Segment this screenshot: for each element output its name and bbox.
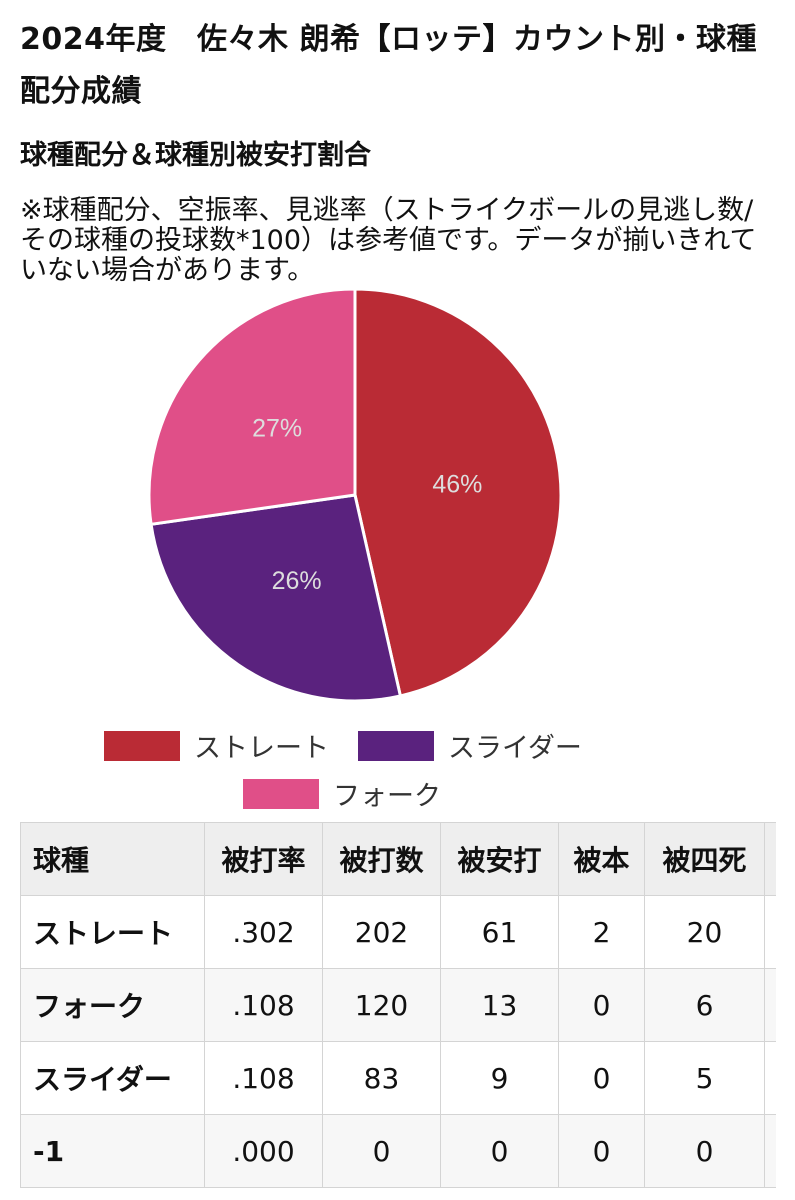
table-cell: 5 <box>644 1041 765 1115</box>
table-cell-overflow <box>764 1114 776 1188</box>
pie-slice-label-2: 27% <box>252 415 302 443</box>
table-cell: 0 <box>558 1114 645 1188</box>
table-cell: .000 <box>204 1114 323 1188</box>
table-cell: 0 <box>558 1041 645 1115</box>
table-cell: -1 <box>20 1114 205 1188</box>
table-row: -1 .000 0 0 0 0 <box>20 1114 776 1188</box>
column-header: 被打数 <box>322 822 441 896</box>
table-cell-overflow <box>764 968 776 1042</box>
legend-swatch <box>358 730 434 761</box>
table-cell: 0 <box>322 1114 441 1188</box>
table-row: スライダー .108 83 9 0 5 <box>20 1041 776 1115</box>
pie-chart: 46% 26% 27% <box>147 287 563 703</box>
column-header: 被打率 <box>204 822 323 896</box>
table-cell: 2 <box>558 895 645 969</box>
table-cell-overflow <box>764 895 776 969</box>
column-header-overflow <box>764 822 776 896</box>
legend-label: スライダー <box>448 733 582 764</box>
column-header: 被安打 <box>440 822 559 896</box>
page-title: 2024年度 佐々木 朗希【ロッテ】カウント別・球種配分成績 <box>20 22 757 109</box>
table-header-row: 球種 被打率 被打数 被安打 被本 被四死 <box>20 822 776 896</box>
legend-item-slider[interactable]: スライダー <box>358 726 582 765</box>
stats-table: 球種 被打率 被打数 被安打 被本 被四死 ストレート .302 202 61 … <box>20 822 776 1188</box>
pie-slice-label-1: 26% <box>272 567 322 595</box>
table-cell: .108 <box>204 1041 323 1115</box>
column-header: 被四死 <box>644 822 765 896</box>
legend-item-fork[interactable]: フォーク <box>243 774 441 813</box>
table-cell: 13 <box>440 968 559 1042</box>
table-cell: 6 <box>644 968 765 1042</box>
legend-swatch <box>104 730 180 761</box>
stats-table-wrapper[interactable]: 球種 被打率 被打数 被安打 被本 被四死 ストレート .302 202 61 … <box>20 822 776 1200</box>
column-header: 球種 <box>20 822 205 896</box>
legend-swatch <box>243 778 319 809</box>
legend-label: フォーク <box>333 781 441 812</box>
table-cell: 120 <box>322 968 441 1042</box>
chart-legend: ストレート スライダー フォーク <box>0 720 795 813</box>
table-cell: .108 <box>204 968 323 1042</box>
section-title: 球種配分＆球種別被安打割合 <box>20 140 371 171</box>
table-cell-overflow <box>764 1041 776 1115</box>
legend-item-straight[interactable]: ストレート <box>104 726 329 765</box>
table-cell: 20 <box>644 895 765 969</box>
table-row: フォーク .108 120 13 0 6 <box>20 968 776 1042</box>
table-cell: 0 <box>558 968 645 1042</box>
column-header: 被本 <box>558 822 645 896</box>
table-cell: 0 <box>644 1114 765 1188</box>
table-cell: 83 <box>322 1041 441 1115</box>
table-cell: 61 <box>440 895 559 969</box>
pie-slice-2[interactable] <box>147 287 357 527</box>
table-cell: 9 <box>440 1041 559 1115</box>
table-cell: 202 <box>322 895 441 969</box>
pie-slice-0[interactable] <box>353 287 563 698</box>
table-cell: ストレート <box>20 895 205 969</box>
table-cell: スライダー <box>20 1041 205 1115</box>
table-row: ストレート .302 202 61 2 20 <box>20 895 776 969</box>
table-cell: 0 <box>440 1114 559 1188</box>
table-cell: .302 <box>204 895 323 969</box>
table-cell: フォーク <box>20 968 205 1042</box>
pie-slice-1[interactable] <box>149 493 403 703</box>
note-text: ※球種配分、空振率、見逃率（ストライクボールの見逃し数/その球種の投球数*100… <box>20 195 757 286</box>
pie-slice-label-0: 46% <box>432 471 482 499</box>
legend-label: ストレート <box>194 733 329 764</box>
